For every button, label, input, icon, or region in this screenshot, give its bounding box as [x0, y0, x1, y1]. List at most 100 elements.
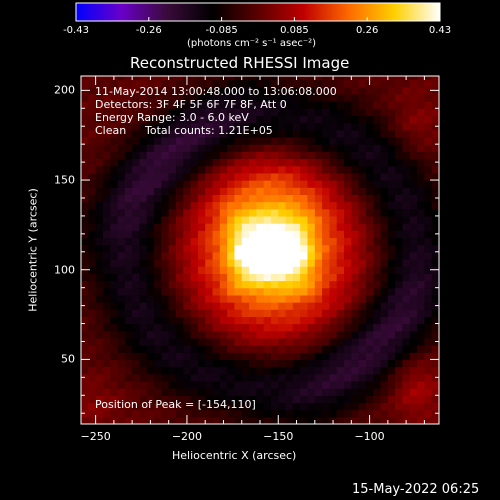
heatmap-cell [249, 158, 257, 167]
heatmap-cell [431, 402, 439, 411]
heatmap-cell [183, 215, 192, 224]
heatmap-cell [344, 345, 352, 353]
heatmap-cell [263, 187, 272, 195]
heatmap-cell [197, 180, 206, 188]
heatmap-cell [344, 180, 352, 188]
heatmap-cell [146, 388, 155, 396]
heatmap-cell [95, 373, 104, 382]
heatmap-cell [117, 158, 126, 167]
heatmap-cell [110, 258, 119, 267]
heatmap-cell [351, 359, 360, 368]
heatmap-cell [278, 122, 287, 131]
heatmap-cell [424, 122, 433, 131]
heatmap-cell [417, 302, 425, 310]
heatmap-cell [88, 194, 97, 203]
heatmap-cell [197, 158, 206, 167]
heatmap-cell [373, 165, 382, 174]
heatmap-cell [161, 309, 170, 317]
heatmap-cell [285, 223, 294, 231]
heatmap-cell [154, 194, 162, 203]
heatmap-cell [190, 287, 199, 296]
heatmap-cell [263, 309, 272, 317]
heatmap-cell [373, 352, 382, 361]
heatmap-cell [124, 251, 133, 260]
heatmap-cell [322, 158, 331, 167]
heatmap-cell [300, 373, 309, 382]
heatmap-cell [124, 416, 133, 424]
heatmap-cell [314, 223, 323, 231]
heatmap-cell [314, 366, 323, 375]
heatmap-cell [344, 266, 352, 274]
heatmap-cell [139, 316, 148, 325]
heatmap-cell [358, 309, 367, 317]
heatmap-cell [124, 323, 133, 332]
heatmap-cell [219, 409, 228, 418]
heatmap-cell [373, 201, 382, 210]
heatmap-cell [88, 244, 97, 253]
heatmap-cell [154, 416, 162, 424]
heatmap-cell [300, 108, 309, 117]
heatmap-cell [329, 388, 338, 396]
heatmap-cell [117, 409, 126, 418]
heatmap-cell [183, 93, 192, 102]
heatmap-cell [307, 266, 316, 274]
heatmap-cell [322, 223, 331, 231]
heatmap-cell [270, 244, 279, 253]
heatmap-cell [409, 388, 418, 396]
heatmap-cell [154, 395, 162, 404]
heatmap-cell [314, 251, 323, 260]
heatmap-cell [387, 208, 396, 217]
heatmap-cell [219, 287, 228, 296]
heatmap-cell [431, 258, 439, 267]
heatmap-cell [365, 230, 374, 239]
heatmap-cell [380, 79, 389, 88]
heatmap-cell [124, 359, 133, 368]
heatmap-cell [227, 230, 236, 239]
heatmap-cell [190, 208, 199, 217]
heatmap-cell [146, 316, 155, 325]
heatmap-cell [132, 416, 141, 424]
heatmap-cell [139, 151, 148, 160]
heatmap-cell [205, 337, 214, 346]
heatmap-cell [88, 316, 97, 325]
heatmap-cell [417, 165, 425, 174]
heatmap-cell [132, 79, 141, 88]
heatmap-cell [270, 187, 279, 195]
heatmap-cell [124, 352, 133, 361]
heatmap-cell [431, 416, 439, 424]
heatmap-cell [124, 273, 133, 282]
heatmap-cell [358, 280, 367, 289]
heatmap-cell [249, 76, 257, 81]
heatmap-cell [249, 373, 257, 382]
heatmap-cell [300, 180, 309, 188]
heatmap-cell [285, 330, 294, 339]
heatmap-cell [256, 108, 265, 117]
heatmap-cell [95, 409, 104, 418]
heatmap-cell [300, 151, 309, 160]
heatmap-cell [285, 208, 294, 217]
colorbar-tick-label: -0.26 [135, 25, 162, 36]
heatmap-cell [402, 359, 411, 368]
heatmap-cell [380, 136, 389, 145]
heatmap-cell [358, 101, 367, 109]
heatmap-cell [322, 266, 331, 274]
heatmap-cell [409, 366, 418, 375]
heatmap-cell [409, 280, 418, 289]
heatmap-cell [278, 402, 287, 411]
heatmap-cell [300, 93, 309, 102]
heatmap-cell [102, 402, 111, 411]
heatmap-cell [132, 302, 141, 310]
heatmap-cell [300, 330, 309, 339]
heatmap-cell [88, 165, 97, 174]
heatmap-cell [183, 86, 192, 95]
heatmap-cell [81, 151, 89, 160]
heatmap-cell [256, 165, 265, 174]
heatmap-cell [249, 345, 257, 353]
heatmap-cell [168, 180, 177, 188]
heatmap-cell [424, 366, 433, 375]
heatmap-cell [234, 230, 243, 239]
heatmap-cell [81, 115, 89, 124]
heatmap-cell [175, 251, 184, 260]
heatmap-cell [409, 76, 418, 81]
heatmap-cell [102, 215, 111, 224]
